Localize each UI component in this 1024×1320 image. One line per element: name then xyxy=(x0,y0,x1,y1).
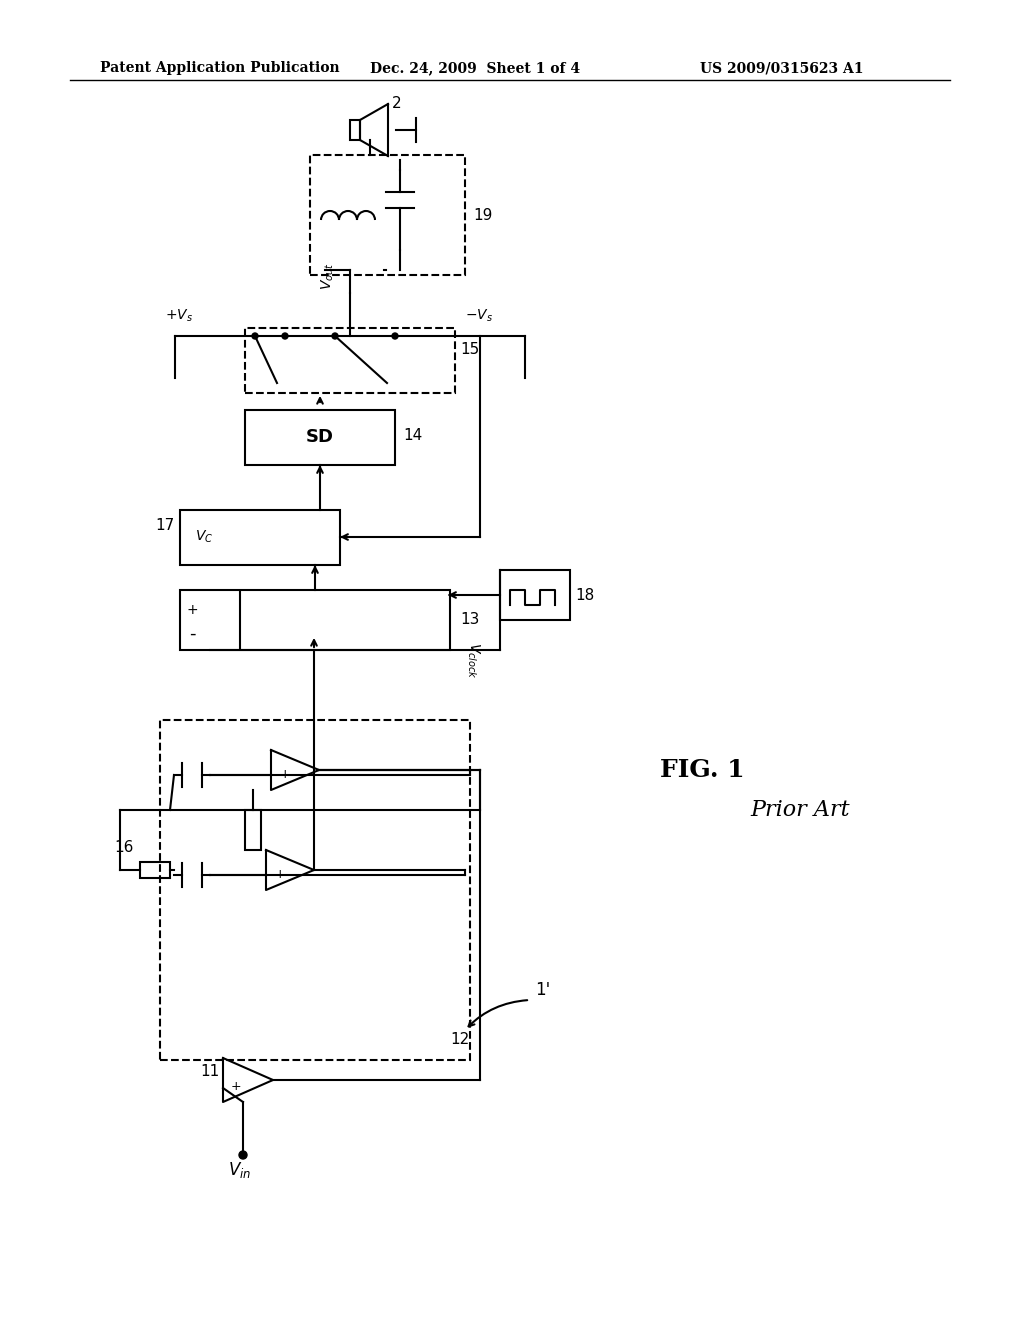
Bar xyxy=(180,510,340,565)
Text: 11: 11 xyxy=(201,1064,219,1080)
Text: 2: 2 xyxy=(392,96,401,111)
Text: +: + xyxy=(186,603,198,616)
Bar xyxy=(310,154,465,275)
Text: Prior Art: Prior Art xyxy=(750,799,850,821)
Text: SD: SD xyxy=(306,428,334,446)
Circle shape xyxy=(332,333,338,339)
Bar xyxy=(500,570,570,620)
Bar xyxy=(350,120,360,140)
Text: 19: 19 xyxy=(473,207,493,223)
Bar xyxy=(140,862,170,878)
Text: +$V_s$: +$V_s$ xyxy=(165,308,193,325)
Text: +: + xyxy=(280,768,291,781)
Text: -: - xyxy=(188,624,196,643)
Bar xyxy=(245,327,455,393)
Text: +: + xyxy=(230,1080,242,1093)
Bar xyxy=(160,719,470,1060)
Text: 15: 15 xyxy=(460,342,479,358)
Text: 1': 1' xyxy=(535,981,550,999)
Text: Patent Application Publication: Patent Application Publication xyxy=(100,61,340,75)
Text: $-V_s$: $-V_s$ xyxy=(465,308,493,325)
Bar xyxy=(245,810,261,850)
Circle shape xyxy=(282,333,288,339)
Circle shape xyxy=(252,333,258,339)
Circle shape xyxy=(392,333,398,339)
Text: 14: 14 xyxy=(403,428,422,442)
Circle shape xyxy=(239,1151,247,1159)
Text: Dec. 24, 2009  Sheet 1 of 4: Dec. 24, 2009 Sheet 1 of 4 xyxy=(370,61,581,75)
Text: 16: 16 xyxy=(115,841,134,855)
Text: 17: 17 xyxy=(156,517,175,532)
Text: FIG. 1: FIG. 1 xyxy=(660,758,744,781)
Bar xyxy=(180,590,450,649)
Text: +: + xyxy=(274,869,286,882)
Text: $V_{in}$: $V_{in}$ xyxy=(228,1160,252,1180)
Text: $V_{clock}$: $V_{clock}$ xyxy=(465,642,481,678)
Text: US 2009/0315623 A1: US 2009/0315623 A1 xyxy=(700,61,863,75)
Text: 12: 12 xyxy=(451,1032,470,1048)
Text: $V_{out}$: $V_{out}$ xyxy=(319,263,336,290)
Text: 18: 18 xyxy=(575,587,594,602)
Text: $V_C$: $V_C$ xyxy=(195,529,213,545)
Text: 13: 13 xyxy=(461,612,479,627)
Bar xyxy=(245,411,395,465)
